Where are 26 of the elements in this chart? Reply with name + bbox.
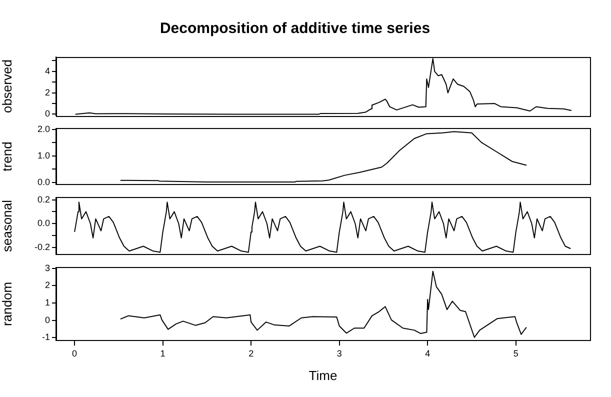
y-tick-label: 0.2 — [37, 194, 50, 204]
y-tick-label: -0.2 — [34, 242, 50, 252]
y-tick-label: 0 — [44, 108, 50, 119]
y-tick-label: 2 — [44, 87, 50, 98]
y-axis-title: random — [0, 282, 14, 326]
x-tick-label: 5 — [513, 348, 518, 358]
x-axis-title: Time — [308, 368, 338, 383]
x-tick-label: 2 — [248, 348, 254, 358]
y-tick-label: 3 — [44, 262, 50, 273]
y-tick-label: 2 — [44, 280, 50, 290]
y-tick-label: 1.0 — [37, 150, 50, 160]
y-axis-title: seasonal — [0, 200, 14, 252]
x-tick-label: 1 — [160, 348, 166, 358]
y-axis-title: trend — [0, 142, 14, 172]
y-tick-label: 0.0 — [37, 218, 50, 228]
y-tick-label: 0 — [44, 314, 50, 325]
y-axis-title: observed — [0, 60, 14, 114]
x-tick-label: 3 — [336, 348, 342, 358]
y-tick-label: 1 — [44, 297, 50, 308]
y-tick-label: 0.0 — [37, 176, 50, 187]
chart-title: Decomposition of additive time series — [160, 20, 430, 38]
y-tick-label: 2.0 — [37, 124, 50, 134]
y-tick-label: 4 — [44, 66, 50, 76]
y-tick-label: -1 — [42, 332, 50, 342]
x-tick-label: 4 — [425, 348, 430, 358]
x-tick-label: 0 — [72, 348, 78, 358]
